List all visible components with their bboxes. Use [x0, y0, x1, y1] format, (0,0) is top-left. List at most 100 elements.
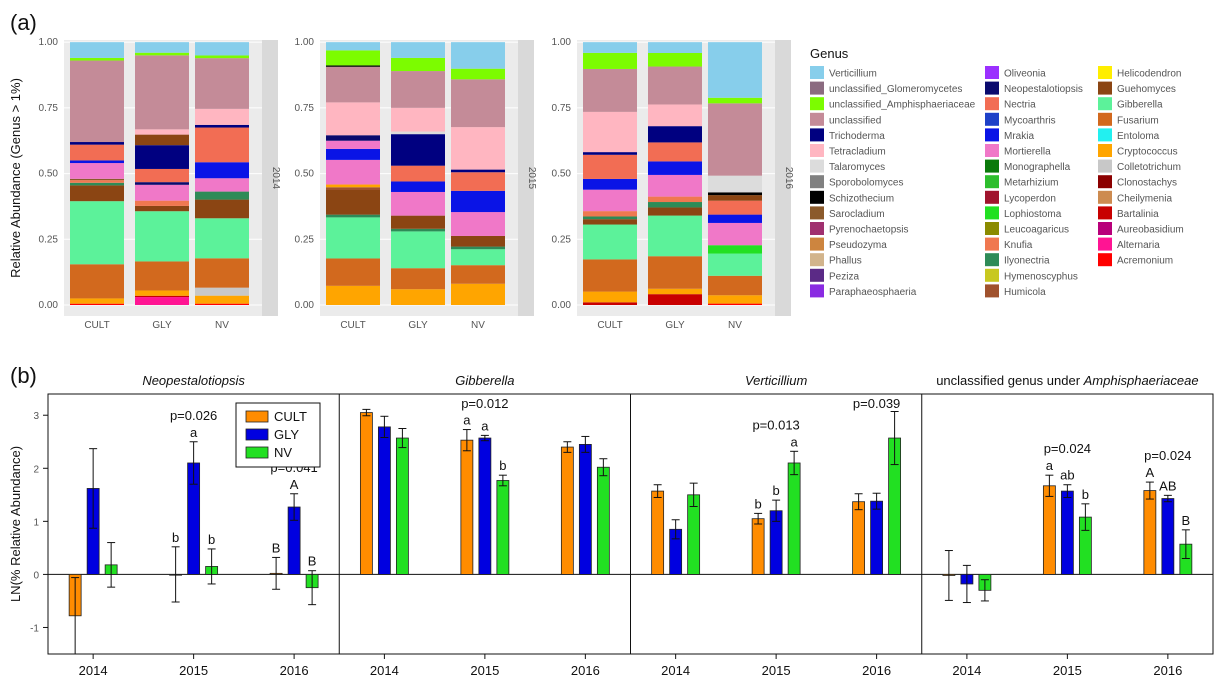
stack-segment: [451, 68, 505, 80]
legend-label: Neopestalotiopsis: [1004, 84, 1083, 95]
y-tick-label: 0.50: [552, 169, 572, 180]
significance-letter: a: [463, 413, 471, 428]
legend-label: Verticillium: [829, 69, 877, 80]
legend-label: Sporobolomyces: [829, 178, 903, 189]
legend-swatch: [985, 128, 999, 142]
subpanel-title-taxon: Amphisphaeriaceae: [1083, 373, 1199, 388]
legend-swatch: [810, 66, 824, 79]
bar-cult: [1143, 490, 1157, 575]
legend-label: Monographella: [1004, 162, 1071, 173]
stack-segment: [326, 285, 380, 305]
legend-swatch: [1098, 159, 1112, 173]
p-value-label: p=0.024: [1144, 448, 1191, 463]
bar-gly: [870, 500, 884, 575]
y-tick-label: 0.00: [295, 300, 315, 311]
legend-label: Nectria: [1004, 100, 1036, 111]
stack-segment: [135, 205, 189, 212]
stack-segment: [391, 71, 445, 108]
legend-swatch: [810, 268, 824, 282]
stack-segment: [391, 231, 445, 269]
bar-cult: [359, 412, 373, 575]
bar-cult: [460, 439, 474, 575]
stack-segment: [583, 291, 637, 303]
bar-gly: [377, 426, 391, 575]
stack-segment: [451, 169, 505, 173]
legend-label: Alternaria: [1117, 240, 1160, 251]
legend-swatch: [985, 253, 999, 267]
stack-segment: [451, 42, 505, 69]
subpanel-title-prefix: unclassified genus under: [936, 373, 1083, 388]
series-legend: CULT GLY NV: [235, 402, 321, 468]
stack-segment: [195, 218, 249, 259]
stack-segment: [708, 245, 762, 254]
legend-swatch: [810, 112, 824, 126]
stack-segment: [648, 196, 702, 203]
stack-segment: [70, 180, 124, 183]
x-tick-label: CULT: [597, 320, 622, 331]
bar-cult: [751, 518, 765, 575]
stack-segment: [583, 219, 637, 225]
stack-segment: [135, 290, 189, 296]
bar-cult: [852, 501, 866, 575]
facet-strip-label: 2016: [783, 167, 794, 190]
stack-segment: [135, 182, 189, 185]
stack-segment: [648, 294, 702, 305]
legend-label: Metarhizium: [1004, 178, 1058, 189]
facet-strip: [262, 40, 278, 316]
facet-strip-label: 2014: [270, 167, 281, 190]
legend-label: Lophiostoma: [1004, 209, 1062, 220]
stack-segment: [648, 202, 702, 208]
p-value-label: p=0.039: [853, 396, 900, 411]
stack-segment: [451, 127, 505, 170]
stack-segment: [451, 190, 505, 213]
stack-segment: [451, 246, 505, 250]
stack-segment: [583, 42, 637, 53]
stack-segment: [70, 264, 124, 299]
legend-label: Clonostachys: [1117, 178, 1177, 189]
facet-strip-label: 2015: [526, 167, 537, 190]
legend-label: Pseudozyma: [829, 240, 887, 251]
stack-segment: [648, 161, 702, 175]
stack-segment: [135, 295, 189, 298]
subpanel-title: Neopestalotiopsis: [142, 373, 245, 388]
stack-segment: [583, 224, 637, 260]
stack-segment: [583, 154, 637, 179]
legend-swatch: [1098, 253, 1112, 267]
y-tick-label: 0.00: [39, 300, 59, 311]
stacked-bar-panel: 0.00 0.25 0.50 0.75 1.00 2014 CULT GLY NV 0.00 0.2…: [8, 37, 794, 331]
stack-segment: [583, 189, 637, 212]
legend-label: Paraphaeosphaeria: [829, 287, 917, 298]
stack-segment: [583, 302, 637, 305]
stack-segment: [195, 303, 249, 305]
stack-segment: [195, 258, 249, 288]
stack-segment: [70, 60, 124, 143]
significance-letter: b: [773, 483, 780, 498]
legend-swatch: [810, 222, 824, 235]
x-tick-label: 2016: [862, 663, 891, 678]
stack-segment: [451, 265, 505, 284]
legend-swatch: [1098, 222, 1112, 235]
x-tick-label: NV: [471, 320, 485, 331]
legend-swatch: [985, 175, 999, 189]
legend-label: unclassified_Amphisphaeriaceae: [829, 100, 976, 111]
stack-segment: [135, 211, 189, 262]
y-tick-label: -1: [30, 623, 39, 634]
stack-segment: [326, 50, 380, 66]
legend-label: Acremonium: [1117, 256, 1173, 267]
stack-segment: [451, 283, 505, 305]
significance-letter: a: [791, 434, 799, 449]
stack-segment: [70, 201, 124, 265]
genus-legend: Verticillium unclassified_Glomeromycetesu…: [810, 66, 1184, 298]
x-tick-label: CULT: [84, 320, 109, 331]
stack-segment: [391, 289, 445, 305]
legend-label: Mycoarthris: [1004, 115, 1056, 126]
stack-segment: [135, 134, 189, 146]
stack-segment: [648, 66, 702, 105]
legend-swatch: [810, 206, 824, 220]
stack-segment: [195, 191, 249, 200]
legend-label: Sarocladium: [829, 209, 885, 220]
stack-segment: [195, 58, 249, 109]
stack-segment: [326, 184, 380, 188]
stack-segment: [583, 52, 637, 69]
legend-swatch: [1098, 97, 1112, 111]
